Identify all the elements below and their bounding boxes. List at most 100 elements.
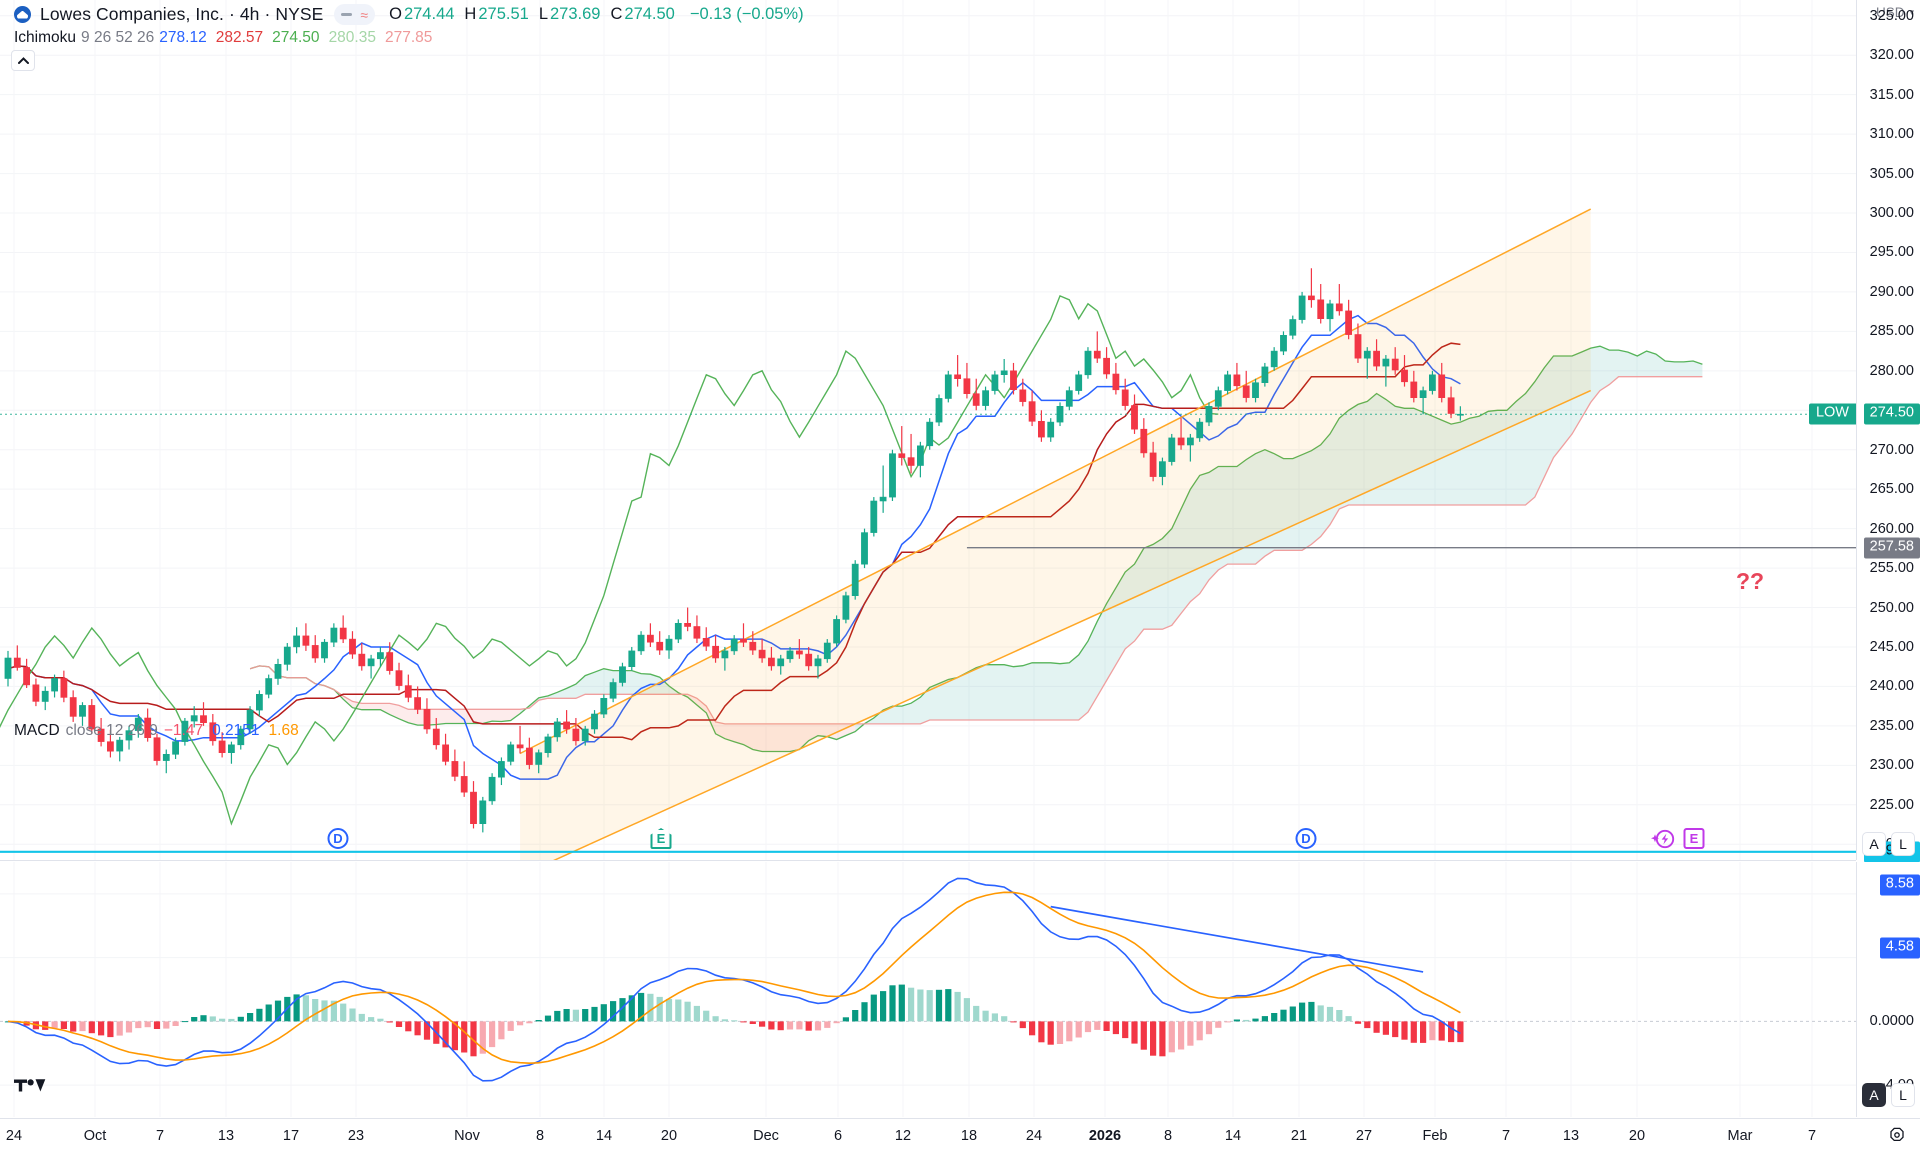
time-axis-label: 8 [1163, 1128, 1173, 1144]
chart-style-pill[interactable]: ≈ [334, 4, 376, 25]
time-axis-label: 8 [535, 1128, 545, 1144]
time-axis-label: Mar [1727, 1128, 1753, 1144]
chevron-up-icon [17, 57, 29, 64]
dividend-marker[interactable]: D [327, 828, 349, 849]
time-axis-label: 13 [1562, 1128, 1580, 1144]
scale-mode-a-button[interactable]: A [1862, 832, 1886, 856]
price-axis-label: 290.00 [1869, 283, 1914, 300]
price-axis-label: 255.00 [1869, 560, 1914, 577]
earnings-marker-icon[interactable]: E [650, 828, 672, 849]
ichimoku-value-3: 280.35 [328, 29, 376, 46]
time-axis-label: 2026 [1088, 1128, 1122, 1144]
macd-params: close 12 26 9 [65, 722, 158, 739]
collapse-legend-button[interactable] [11, 50, 35, 71]
scale-mode-l-button[interactable]: L [1891, 832, 1915, 856]
high-value: 275.51 [478, 5, 529, 23]
macd-name: MACD [14, 722, 60, 739]
ai-lightning-icon[interactable] [1650, 828, 1676, 850]
price-axis-label: 250.00 [1869, 599, 1914, 616]
time-axis-label: 23 [347, 1128, 365, 1144]
currency-chip[interactable]: USD ▾ [1876, 5, 1914, 20]
ichimoku-value-0: 278.12 [159, 29, 207, 46]
dividend-marker-icon[interactable]: D [327, 828, 349, 849]
ohlc-values: O 274.44 H 275.51 L 273.69 C 274.50 [389, 5, 685, 24]
price-axis-label: 315.00 [1869, 86, 1914, 103]
macd-legend[interactable]: MACD close 12 26 9 −1.47 0.2151 1.68 [14, 722, 308, 740]
time-axis-label: 7 [1807, 1128, 1817, 1144]
chevron-down-icon[interactable]: ▾ [1909, 7, 1914, 17]
ichimoku-value-2: 274.50 [272, 29, 320, 46]
open-label: O [389, 5, 402, 23]
price-axis-label: 300.00 [1869, 205, 1914, 222]
time-axis-label: 24 [1025, 1128, 1043, 1144]
time-axis-label: 21 [1290, 1128, 1308, 1144]
time-axis-label: 14 [1224, 1128, 1242, 1144]
price-axis-label: 295.00 [1869, 244, 1914, 261]
macd-value-2: 1.68 [268, 722, 299, 739]
chart-style-icon[interactable] [341, 12, 353, 17]
price-axis-label: 230.00 [1869, 757, 1914, 774]
pane-divider [0, 860, 1856, 861]
time-axis-label: 6 [833, 1128, 843, 1144]
time-axis-label: 12 [894, 1128, 912, 1144]
ichimoku-value-1: 282.57 [215, 29, 264, 46]
time-axis-label: 13 [217, 1128, 235, 1144]
macd-scale-mode-a-button[interactable]: A [1862, 1083, 1886, 1107]
high-label: H [464, 5, 477, 23]
ichimoku-params: 9 26 52 26 [81, 29, 155, 46]
close-label: C [610, 5, 623, 23]
price-axis-label: 235.00 [1869, 717, 1914, 734]
macd-value-1: 0.2151 [212, 722, 260, 739]
time-axis-label: 18 [960, 1128, 978, 1144]
price-axis-label: 280.00 [1869, 362, 1914, 379]
price-chart-pane[interactable] [0, 0, 1856, 860]
time-axis-label: Oct [83, 1128, 107, 1144]
earnings-forecast-marker[interactable]: E [1683, 828, 1705, 849]
last-price-badge[interactable]: 274.50 [1863, 403, 1920, 425]
symbol-title[interactable]: Lowes Companies, Inc. · 4h · NYSE [40, 4, 324, 24]
tradingview-logo[interactable] [14, 1073, 47, 1092]
ichimoku-legend[interactable]: Ichimoku 9 26 52 26 278.12 282.57 274.50… [14, 29, 441, 47]
time-scale-settings-icon[interactable] [1888, 1126, 1906, 1144]
macd-pane[interactable] [0, 862, 1856, 1117]
ai-insight-marker[interactable] [1650, 828, 1676, 850]
time-axis-label: Dec [753, 1128, 779, 1144]
currency-label: USD [1875, 5, 1905, 20]
close-value: 274.50 [624, 5, 675, 23]
earnings-forecast-icon[interactable]: E [1683, 828, 1705, 849]
time-axis-label: 7 [155, 1128, 165, 1144]
time-axis-label: Nov [454, 1128, 480, 1144]
price-scale[interactable]: USD ▾ 325.00 320.00 315.00 310.00 305.00 300.… [1856, 0, 1920, 863]
last-price-symbol-tag: LOW [1808, 403, 1856, 425]
price-axis-label: 270.00 [1869, 441, 1914, 458]
earnings-marker[interactable]: E [650, 828, 672, 849]
macd-value-0: −1.47 [163, 722, 204, 739]
price-axis-label: 260.00 [1869, 520, 1914, 537]
time-axis-label: 7 [1501, 1128, 1511, 1144]
price-axis-label: 310.00 [1869, 126, 1914, 143]
price-axis-label: 240.00 [1869, 678, 1914, 695]
macd-svg [0, 862, 1856, 1117]
lowes-logo-icon [14, 6, 31, 23]
macd-scale-mode-l-button[interactable]: L [1891, 1083, 1915, 1107]
question-marks-annotation: ?? [1736, 568, 1765, 594]
price-axis-label: 305.00 [1869, 165, 1914, 182]
wave-icon[interactable]: ≈ [360, 6, 369, 23]
price-axis-label: 320.00 [1869, 47, 1914, 64]
time-scale[interactable]: 24 Oct 7 13 17 23 Nov 8 14 20 Dec 6 12 18 24 2026 8 14 21 2… [0, 1118, 1920, 1151]
price-change: −0.13 (−0.05%) [689, 5, 804, 23]
dividend-marker[interactable]: D [1295, 828, 1317, 849]
price-chart-svg [0, 15, 1856, 860]
time-axis-label: 20 [660, 1128, 678, 1144]
time-axis-label: 20 [1628, 1128, 1646, 1144]
price-axis-label: 285.00 [1869, 323, 1914, 340]
time-axis-label: Feb [1422, 1128, 1448, 1144]
macd-value-badge[interactable]: 4.58 [1879, 937, 1920, 959]
dividend-marker-icon[interactable]: D [1295, 828, 1317, 849]
level-badge[interactable]: 257.58 [1863, 537, 1920, 559]
macd-value-badge[interactable]: 8.58 [1879, 874, 1920, 896]
